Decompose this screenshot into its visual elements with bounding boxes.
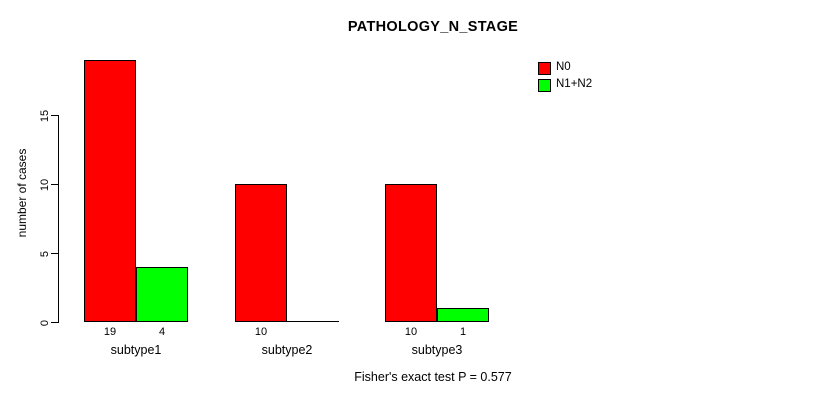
bar-value-label: 4 bbox=[158, 326, 166, 338]
bar-n0-subtype3 bbox=[385, 184, 437, 322]
chart-title: PATHOLOGY_N_STAGE bbox=[347, 19, 519, 35]
category-label-subtype1: subtype1 bbox=[110, 343, 162, 357]
bar-value-label: 1 bbox=[459, 326, 467, 338]
bar-value-label: 10 bbox=[404, 326, 418, 338]
bar-value-label: 10 bbox=[254, 326, 268, 338]
legend-swatch-n1-n2 bbox=[538, 79, 551, 92]
y-axis-tick-label: 15 bbox=[39, 109, 51, 122]
y-axis-tick bbox=[51, 115, 58, 116]
bar-n1-n2-subtype1 bbox=[136, 267, 188, 322]
y-axis-tick-label: 0 bbox=[39, 319, 51, 326]
bar-n1-n2-subtype3 bbox=[437, 308, 489, 322]
legend-label: N0 bbox=[556, 61, 571, 73]
y-axis-tick-label: 10 bbox=[39, 178, 51, 191]
bar-n0-subtype1 bbox=[84, 60, 136, 322]
y-axis-label: number of cases bbox=[15, 148, 29, 238]
y-axis-tick bbox=[51, 322, 58, 323]
y-axis-tick-label: 5 bbox=[39, 250, 51, 257]
bar-zero-subtype2 bbox=[287, 321, 339, 322]
y-axis-line bbox=[58, 115, 59, 323]
category-label-subtype2: subtype2 bbox=[261, 343, 313, 357]
category-label-subtype3: subtype3 bbox=[411, 343, 463, 357]
legend-swatch-n0 bbox=[538, 62, 551, 75]
legend-label: N1+N2 bbox=[556, 78, 593, 90]
fisher-test-caption: Fisher's exact test P = 0.577 bbox=[354, 370, 512, 384]
y-axis-tick bbox=[51, 184, 58, 185]
bar-value-label: 19 bbox=[103, 326, 117, 338]
bar-n0-subtype2 bbox=[235, 184, 287, 322]
y-axis-tick bbox=[51, 253, 58, 254]
